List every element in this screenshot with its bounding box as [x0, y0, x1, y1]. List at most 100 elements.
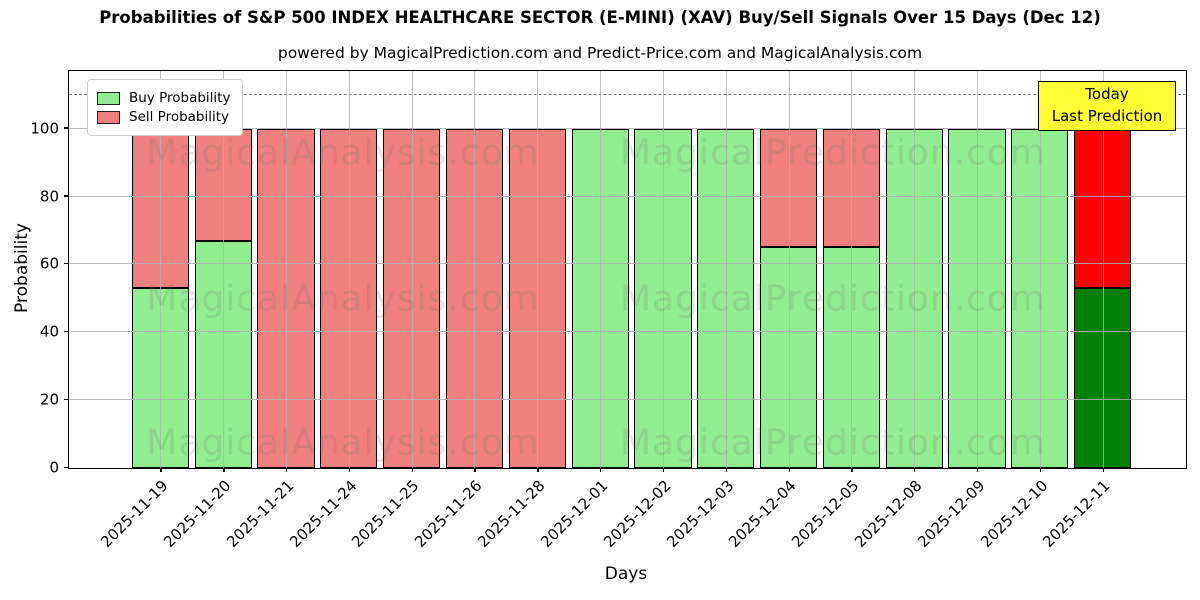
buy-segment	[822, 247, 880, 468]
sell-segment	[759, 128, 818, 248]
y-tick-mark	[64, 398, 69, 401]
x-tick-mark	[223, 468, 225, 472]
buy-swatch-icon	[97, 91, 120, 105]
y-tick-label: 0	[49, 458, 59, 477]
y-tick-mark	[64, 330, 69, 333]
y-tick-label: 20	[39, 390, 59, 409]
bar-slot-2025-11-26: 2025-11-26	[411, 71, 506, 551]
buy-segment	[885, 128, 943, 468]
x-tick-mark	[725, 468, 728, 472]
x-tick-label: 2025-12-02	[599, 476, 675, 551]
buy-segment	[697, 128, 755, 468]
bars-area: 2025-11-19 2025-11-20 2025-11-21 2025-11-24…	[97, 71, 1134, 551]
legend-label-sell: Sell Probability	[129, 109, 230, 125]
buy-segment	[948, 128, 1006, 468]
y-tick-mark	[64, 263, 69, 265]
today-annotation-line1: Today	[1085, 85, 1129, 104]
bar-slot-2025-12-05: 2025-12-05	[788, 71, 883, 551]
x-tick-mark	[662, 468, 665, 472]
bar-slot-2025-12-03: 2025-12-03	[663, 71, 757, 551]
x-tick-mark	[474, 468, 476, 472]
stacked-bar-2025-11-19	[131, 128, 189, 468]
chart-legend: Buy Probability Sell Probability	[87, 79, 244, 136]
x-tick-label: 2025-12-01	[537, 476, 612, 551]
x-tick-label: 2025-12-09	[913, 476, 989, 551]
bar-slot-2025-12-04: 2025-12-04	[725, 71, 820, 551]
bar-slot-2025-12-08: 2025-12-08	[851, 71, 946, 551]
stacked-bar-2025-11-25	[383, 128, 441, 468]
buy-segment	[759, 247, 818, 468]
x-tick-label: 2025-11-19	[97, 476, 172, 551]
buy-segment	[131, 288, 189, 468]
x-tick-label: 2025-11-26	[411, 476, 486, 551]
stacked-bar-2025-12-11	[1074, 128, 1132, 468]
bar-slot-2025-12-02: 2025-12-02	[600, 71, 695, 551]
stacked-bar-2025-12-01	[571, 128, 629, 468]
buy-segment	[1011, 128, 1069, 468]
sell-segment	[383, 128, 441, 468]
y-tick-label: 100	[30, 119, 59, 138]
x-tick-label: 2025-12-11	[1039, 476, 1114, 551]
x-tick-label: 2025-12-05	[788, 476, 863, 551]
y-tick-mark	[64, 127, 69, 129]
today-annotation: Today Last Prediction	[1038, 81, 1176, 131]
sell-segment	[194, 128, 252, 241]
bar-slot-2025-11-21: 2025-11-21	[223, 71, 318, 551]
legend-label-buy: Buy Probability	[129, 90, 231, 106]
x-tick-mark	[600, 468, 602, 472]
sell-swatch-icon	[97, 110, 120, 124]
sell-segment	[445, 128, 504, 468]
x-tick-mark	[1102, 468, 1104, 472]
sell-segment	[257, 128, 315, 468]
x-tick-mark	[286, 468, 288, 472]
buy-segment	[194, 240, 252, 468]
sell-segment	[508, 128, 566, 468]
bar-slot-2025-11-20: 2025-11-20	[160, 71, 255, 551]
legend-row-buy: Buy Probability	[97, 90, 230, 106]
stacked-bar-2025-11-24	[320, 128, 378, 468]
today-annotation-line2: Last Prediction	[1051, 107, 1163, 125]
legend-row-sell: Sell Probability	[97, 109, 230, 125]
stacked-bar-2025-12-10	[1011, 128, 1069, 468]
y-axis-label: Probability	[12, 223, 32, 313]
sell-segment	[1074, 128, 1132, 289]
sell-segment	[131, 128, 189, 289]
bar-slot-2025-12-11: 2025-12-11	[1040, 71, 1134, 551]
stacked-bar-2025-12-04	[759, 128, 818, 468]
stacked-bar-2025-11-21	[257, 128, 315, 468]
stacked-bar-2025-12-05	[822, 128, 880, 468]
y-tick-label: 80	[39, 187, 59, 206]
buy-segment	[1074, 288, 1132, 468]
stacked-bar-2025-12-09	[948, 128, 1006, 468]
x-tick-mark	[537, 468, 539, 472]
x-tick-mark	[1039, 468, 1042, 472]
bar-slot-2025-11-25: 2025-11-25	[349, 71, 443, 551]
bar-slot-2025-12-01: 2025-12-01	[537, 71, 632, 551]
x-tick-mark	[914, 468, 916, 472]
stacked-bar-2025-12-03	[697, 128, 755, 468]
x-tick-label: 2025-11-28	[474, 476, 549, 551]
x-axis-label: Days	[604, 564, 648, 584]
chart-title: Probabilities of S&P 500 INDEX HEALTHCAR…	[99, 8, 1101, 27]
buy-segment	[571, 128, 629, 468]
stacked-bar-2025-12-08	[885, 128, 943, 468]
x-tick-mark	[348, 468, 351, 472]
stacked-bar-2025-11-28	[508, 128, 566, 468]
x-tick-label: 2025-11-21	[222, 476, 298, 551]
y-tick-label: 40	[39, 322, 59, 341]
bar-slot-2025-11-24: 2025-11-24	[286, 71, 380, 551]
x-tick-mark	[851, 468, 853, 472]
buy-segment	[634, 128, 692, 468]
x-tick-mark	[976, 468, 979, 472]
stacked-bar-2025-11-20	[194, 128, 252, 468]
y-tick-mark	[64, 195, 69, 197]
x-tick-label: 2025-11-20	[160, 476, 235, 551]
x-tick-mark	[788, 468, 790, 472]
x-tick-label: 2025-12-08	[851, 476, 926, 551]
stacked-bar-2025-12-02	[634, 128, 692, 468]
bar-slot-2025-12-09: 2025-12-09	[914, 71, 1009, 551]
chart-subtitle: powered by MagicalPrediction.com and Pre…	[277, 44, 923, 62]
y-tick-mark	[64, 466, 69, 468]
bar-slot-2025-11-28: 2025-11-28	[474, 71, 569, 551]
stacked-bar-2025-11-26	[445, 128, 504, 468]
